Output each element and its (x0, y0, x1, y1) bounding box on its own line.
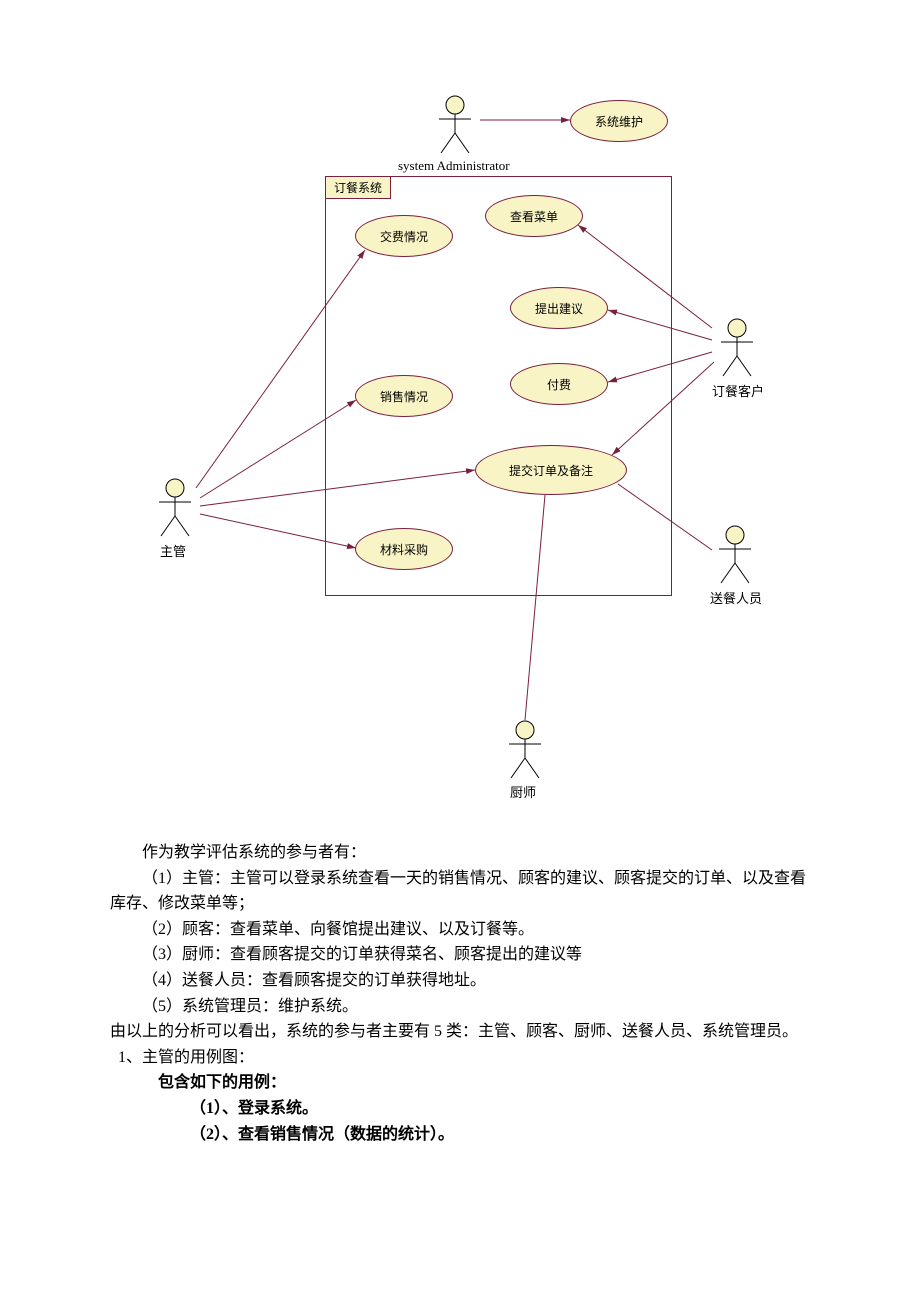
usecase-viewmenu: 查看菜单 (485, 195, 583, 237)
description-text: 作为教学评估系统的参与者有： （1）主管：主管可以登录系统查看一天的销售情况、顾… (0, 830, 920, 1187)
usecase-payinfo: 交费情况 (355, 215, 453, 257)
usecase-pay: 付费 (510, 363, 608, 405)
usecase-submit: 提交订单及备注 (475, 445, 627, 495)
para-5: （5）系统管理员：维护系统。 (110, 994, 810, 1020)
actor-customer (712, 318, 762, 378)
para-include: 包含如下的用例： (110, 1070, 810, 1096)
para-uc-1: （1）、登录系统。 (110, 1096, 810, 1122)
para-summary: 由以上的分析可以看出，系统的参与者主要有 5 类：主管、顾客、厨师、送餐人员、系… (110, 1019, 810, 1045)
actor-sysadmin-label: system Administrator (398, 158, 510, 174)
actor-delivery (710, 525, 760, 585)
usecase-sales: 销售情况 (355, 375, 453, 417)
para-1: （1）主管：主管可以登录系统查看一天的销售情况、顾客的建议、顾客提交的订单、以及… (110, 866, 810, 917)
actor-chef-label: 厨师 (510, 782, 536, 801)
para-3: （3）厨师：查看顾客提交的订单获得菜名、顾客提出的建议等 (110, 942, 810, 968)
actor-customer-label: 订餐客户 (712, 381, 764, 400)
actor-manager (150, 478, 200, 538)
para-intro: 作为教学评估系统的参与者有： (110, 840, 810, 866)
system-label: 订餐系统 (325, 176, 391, 199)
actor-chef (500, 720, 550, 780)
para-4: （4）送餐人员：查看顾客提交的订单获得地址。 (110, 968, 810, 994)
usecase-suggest: 提出建议 (510, 287, 608, 329)
actor-manager-label: 主管 (160, 541, 186, 560)
usecase-diagram: 订餐系统 system Administrator 订餐客户 主管 送餐人员 厨… (0, 0, 920, 830)
para-2: （2）顾客：查看菜单、向餐馆提出建议、以及订餐等。 (110, 917, 810, 943)
actor-delivery-label: 送餐人员 (710, 588, 762, 607)
actor-sysadmin (430, 95, 480, 155)
usecase-sysmaint: 系统维护 (570, 100, 668, 142)
para-section-1: 1、主管的用例图： (118, 1045, 810, 1071)
usecase-purchase: 材料采购 (355, 528, 453, 570)
para-uc-2: （2）、查看销售情况（数据的统计）。 (110, 1122, 810, 1148)
